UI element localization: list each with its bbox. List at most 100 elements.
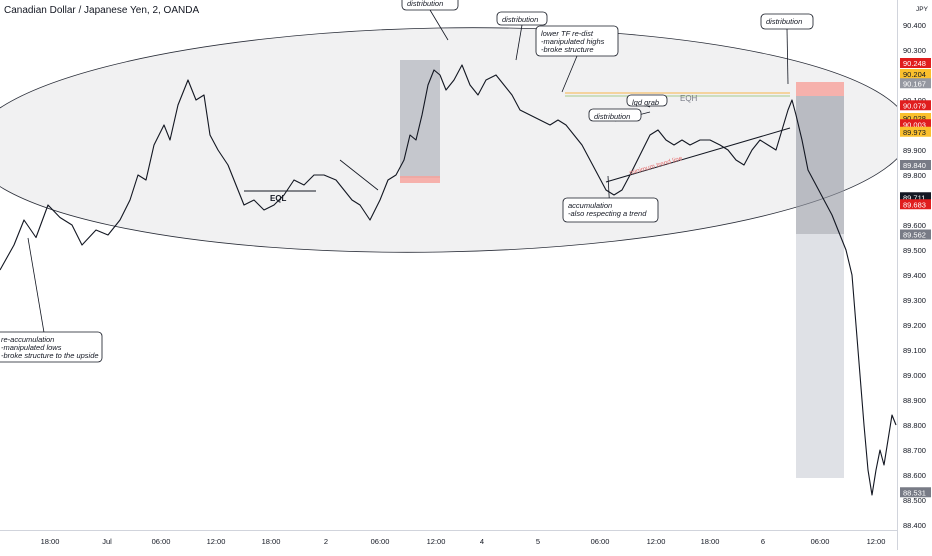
y-tick-label: 88.700 — [903, 446, 926, 455]
x-tick-label: 12:00 — [207, 537, 226, 546]
y-tick-label: 89.600 — [903, 221, 926, 230]
x-tick-label: 5 — [536, 537, 540, 546]
price-tag-value: 90.248 — [903, 59, 926, 68]
y-tick-label: 89.500 — [903, 246, 926, 255]
price-tag: 89.683 — [900, 199, 931, 210]
y-tick-label: 89.900 — [903, 146, 926, 155]
price-tag-bg — [900, 113, 931, 123]
y-tick-label: 88.500 — [903, 496, 926, 505]
price-tag: 90.003 — [900, 119, 931, 130]
y-tick-label: 89.200 — [903, 321, 926, 330]
x-tick-label: Jul — [102, 537, 112, 546]
short-stop-box — [796, 82, 844, 96]
price-tag-bg — [900, 229, 931, 240]
x-tick-label: 12:00 — [427, 537, 446, 546]
callout-distribution-4: distribution — [760, 13, 814, 85]
callout-lower-tf: lower TF re-dist-manipulated highs-broke… — [535, 25, 619, 93]
price-tag-bg — [900, 487, 931, 498]
price-tag-value: 89.562 — [903, 231, 926, 240]
short-target-box — [796, 234, 844, 478]
x-tick-label: 18:00 — [701, 537, 720, 546]
callout-re-accumulation-line: re-accumulation — [1, 335, 54, 344]
callout-lqd-grab: lqd grab — [626, 94, 668, 108]
y-tick-label: 88.900 — [903, 396, 926, 405]
callout-re-accumulation-line: -manipulated lows — [1, 343, 62, 352]
price-tag: 89.973 — [900, 126, 931, 137]
range-box-1-stop — [400, 176, 440, 183]
price-tag-value: 90.167 — [903, 79, 926, 88]
price-tag: 89.711 — [900, 192, 931, 203]
price-tag: 90.204 — [900, 69, 931, 79]
callout-lower-tf-line: -broke structure — [541, 45, 594, 54]
callout-distribution-3: distribution — [588, 108, 651, 122]
price-tag: 90.028 — [900, 113, 931, 123]
price-tag-bg — [900, 100, 931, 111]
y-tick-label: 88.600 — [903, 471, 926, 480]
price-tag: 88.531 — [900, 487, 931, 498]
price-tag: 90.167 — [900, 78, 931, 89]
x-tick-label: 4 — [480, 537, 484, 546]
y-tick-label: 90.300 — [903, 46, 926, 55]
price-tag: 89.840 — [900, 160, 931, 170]
x-tick-label: 18:00 — [41, 537, 60, 546]
micro-trend-line — [339, 159, 379, 191]
distribution-ellipse-zone — [0, 27, 897, 253]
price-tag-value: 89.711 — [903, 193, 925, 202]
price-tag-value: 88.531 — [903, 488, 926, 497]
y-tick-label: 88.800 — [903, 421, 926, 430]
y-tick-label: 89.300 — [903, 296, 926, 305]
price-tag-value: 89.973 — [903, 128, 926, 137]
price-tag-value: 90.028 — [903, 114, 926, 123]
price-tag: 90.079 — [900, 100, 931, 111]
y-tick-label: 89.400 — [903, 271, 926, 280]
x-tick-label: 06:00 — [811, 537, 830, 546]
callout-re-accumulation: re-accumulation-manipulated lows-broke s… — [0, 237, 103, 363]
price-tag-value: 89.683 — [903, 200, 926, 209]
short-position-box — [796, 96, 844, 234]
x-tick-label: 06:00 — [371, 537, 390, 546]
callout-accumulation: accumulation-also respecting a trend — [562, 175, 659, 223]
y-tick-label: 88.400 — [903, 521, 926, 530]
callout-lower-tf-line: lower TF re-dist — [541, 29, 594, 38]
range-box-1 — [400, 60, 440, 178]
price-tag-bg — [900, 119, 931, 130]
x-tick-label: 2 — [324, 537, 328, 546]
price-tag: 89.562 — [900, 229, 931, 240]
price-tag-value: 89.840 — [903, 161, 926, 170]
price-tag-bg — [900, 160, 931, 170]
eqh-label: EQH — [680, 94, 698, 103]
callout-distribution-3-line: distribution — [594, 112, 630, 121]
price-tag-value: 90.003 — [903, 120, 926, 129]
callout-lower-tf-line: -manipulated highs — [541, 37, 605, 46]
x-tick-label: 12:00 — [647, 537, 666, 546]
x-tick-label: 12:00 — [867, 537, 886, 546]
x-tick-label: 6 — [761, 537, 765, 546]
trend-line — [605, 127, 791, 183]
x-tick-label: 18:00 — [262, 537, 281, 546]
callout-lqd-grab-line: lqd grab — [632, 98, 659, 107]
price-tag-bg — [900, 192, 931, 203]
currency-unit: JPY — [916, 6, 929, 13]
callout-distribution-2: distribution — [496, 11, 548, 61]
callout-accumulation-line: accumulation — [568, 201, 612, 210]
callout-accumulation-line: -also respecting a trend — [568, 209, 647, 218]
price-tag-bg — [900, 126, 931, 137]
price-tag: 90.248 — [900, 58, 931, 68]
y-tick-label: 89.800 — [903, 171, 926, 180]
time-scale[interactable]: 18:00 Jul 06:00 12:00 18:00 2 06:00 12:00 4 5 06:0… — [0, 530, 897, 551]
price-tag-bg — [900, 78, 931, 89]
callout-distribution-1-line: distribution — [407, 0, 443, 8]
price-tag-value: 90.204 — [903, 70, 926, 79]
x-tick-label: 06:00 — [152, 537, 171, 546]
price-scale[interactable]: JPY90.40090.30090.10090.00089.90089.8008… — [897, 0, 932, 550]
price-tag-value: 90.079 — [903, 101, 926, 110]
callout-distribution-1: distribution — [401, 0, 459, 41]
x-tick-label: 06:00 — [591, 537, 610, 546]
callout-re-accumulation-line: -broke structure to the upside — [1, 351, 99, 360]
price-tag-bg — [900, 58, 931, 68]
y-tick-label: 89.000 — [903, 371, 926, 380]
callout-distribution-4-line: distribution — [766, 17, 802, 26]
price-tag-bg — [900, 69, 931, 79]
